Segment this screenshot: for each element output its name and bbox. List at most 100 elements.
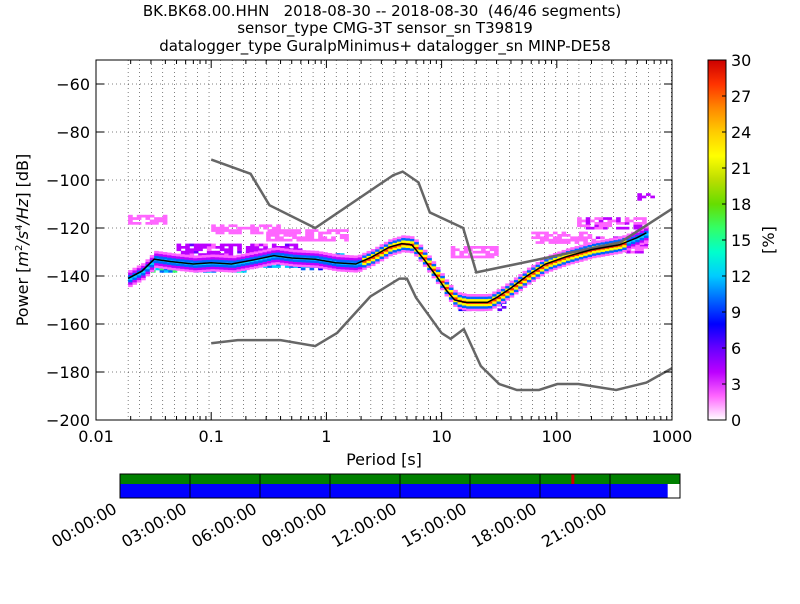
histogram-cell — [455, 248, 460, 252]
histogram-cell — [483, 296, 489, 300]
histogram-cell — [401, 240, 406, 243]
histogram-cell — [585, 217, 591, 220]
histogram-cell — [448, 292, 454, 295]
histogram-cell — [422, 261, 428, 265]
histogram-cell — [128, 270, 133, 273]
histogram-cell — [336, 266, 341, 270]
histogram-cell — [598, 219, 604, 223]
histogram-cell — [340, 259, 346, 263]
histogram-cell — [184, 259, 190, 263]
histogram-cell — [613, 239, 619, 243]
histogram-cell — [245, 267, 250, 271]
histogram-cell — [357, 261, 363, 265]
histogram-cell — [210, 266, 216, 270]
histogram-cell — [344, 254, 350, 258]
histogram-cell — [266, 238, 271, 242]
histogram-cell — [522, 282, 528, 286]
histogram-cells — [128, 193, 655, 312]
histogram-cell — [548, 259, 554, 263]
histogram-cell — [500, 298, 506, 302]
histogram-cell — [296, 238, 302, 242]
histogram-cell — [466, 306, 471, 309]
histogram-cell — [253, 253, 259, 257]
histogram-cell — [349, 267, 354, 270]
histogram-cell — [245, 262, 250, 266]
histogram-cell — [175, 258, 181, 262]
histogram-cell — [603, 222, 608, 225]
histogram-cell — [258, 260, 263, 263]
histogram-cell — [500, 300, 506, 304]
histogram-cell — [300, 238, 306, 242]
histogram-cell — [245, 226, 251, 230]
histogram-cell — [561, 234, 567, 237]
histogram-cell — [154, 265, 159, 268]
histogram-cell — [301, 254, 307, 258]
histogram-cell — [598, 224, 604, 228]
histogram-cell — [237, 231, 242, 235]
timeline-tick-label: 18:00:00 — [468, 499, 540, 551]
histogram-cell — [574, 236, 580, 240]
histogram-cell — [409, 238, 415, 242]
histogram-cell — [283, 238, 289, 242]
histogram-cell — [227, 257, 233, 261]
histogram-cell — [215, 253, 221, 256]
histogram-cell — [271, 243, 277, 247]
histogram-cell — [175, 263, 181, 266]
histogram-cell — [552, 257, 558, 261]
histogram-cell — [301, 250, 307, 253]
histogram-cell — [250, 243, 255, 247]
histogram-cell — [611, 219, 617, 223]
histogram-cell — [305, 250, 311, 254]
histogram-cell — [219, 253, 225, 256]
histogram-cell — [167, 257, 172, 261]
histogram-cell — [241, 226, 247, 230]
histogram-cell — [639, 235, 645, 238]
histogram-cell — [587, 236, 593, 240]
histogram-cell — [440, 280, 445, 284]
histogram-cell — [136, 279, 142, 283]
histogram-cell — [292, 259, 298, 262]
histogram-cell — [266, 234, 271, 237]
histogram-cell — [494, 250, 499, 254]
histogram-cell — [250, 224, 255, 228]
histogram-cell — [396, 241, 402, 245]
histogram-cell — [188, 255, 194, 258]
histogram-cell — [245, 265, 250, 268]
histogram-cell — [344, 257, 350, 261]
histogram-cell — [232, 267, 237, 271]
histogram-cell — [314, 262, 320, 266]
histogram-cell — [237, 250, 242, 254]
histogram-cell — [375, 249, 380, 252]
histogram-cell — [297, 264, 302, 267]
histogram-cell — [254, 248, 260, 252]
histogram-cell — [154, 260, 159, 264]
histogram-cell — [318, 234, 323, 237]
histogram-cell — [453, 301, 458, 305]
histogram-cell — [535, 269, 541, 272]
histogram-cell — [323, 257, 328, 260]
histogram-cell — [263, 224, 268, 228]
histogram-cell — [224, 250, 229, 254]
timeline-tick-label: 12:00:00 — [328, 499, 400, 551]
histogram-cell — [500, 286, 506, 290]
histogram-cell — [224, 248, 229, 252]
histogram-cell — [193, 269, 198, 273]
histogram-cell — [418, 256, 424, 260]
histogram-cell — [154, 222, 159, 225]
histogram-cell — [458, 308, 464, 312]
histogram-cell — [180, 266, 185, 269]
histogram-cell — [336, 256, 341, 260]
histogram-cell — [561, 238, 567, 242]
histogram-cell — [223, 255, 229, 258]
histogram-cell — [305, 238, 310, 242]
histogram-cell — [240, 268, 246, 271]
histogram-cell — [158, 265, 164, 269]
histogram-cell — [245, 253, 250, 256]
histogram-cell — [476, 246, 482, 249]
histogram-cell — [193, 248, 199, 252]
histogram-cell — [479, 298, 484, 302]
histogram-cell — [370, 258, 376, 262]
histogram-cell — [548, 238, 554, 242]
histogram-cell — [215, 229, 221, 232]
histogram-cell — [401, 244, 406, 248]
